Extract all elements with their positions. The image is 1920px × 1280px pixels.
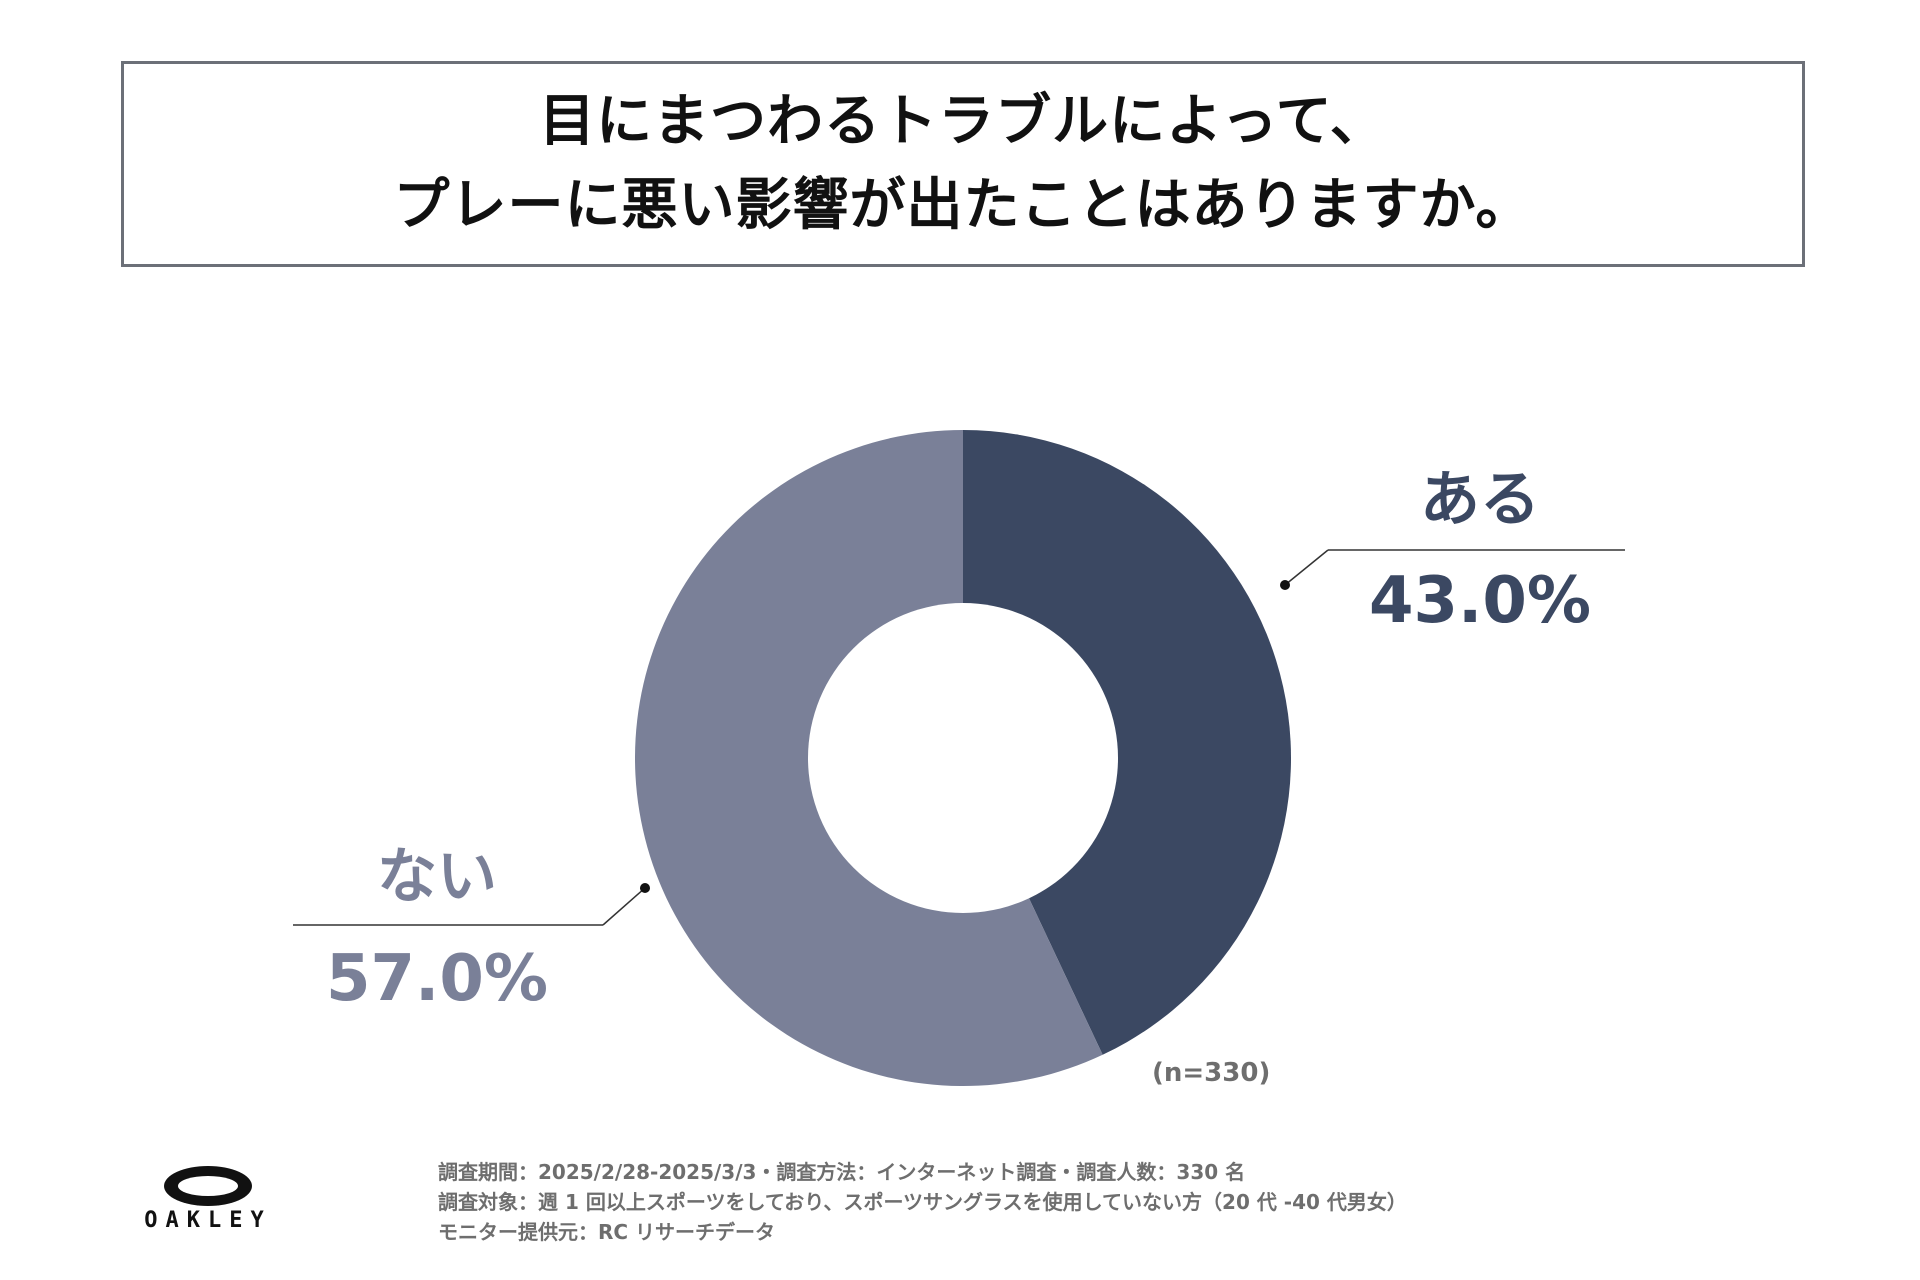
leader-aru-dot [1280,580,1290,590]
slice-aru [963,430,1291,1055]
label-aru: ある [1420,465,1540,535]
title-box: 目にまつわるトラブルによって、 プレーに悪い影響が出たことはありますか。 [121,61,1805,267]
oakley-logo: OAKLEY [118,1164,298,1234]
logo-text: OAKLEY [144,1208,272,1233]
label-nai: ない [377,842,497,912]
leader-nai-dot [640,883,650,893]
title-line-1: 目にまつわるトラブルによって、 [539,89,1387,154]
survey-footer: 調査期間：2025/2/28-2025/3/3・調査方法：インターネット調査・調… [438,1157,1407,1247]
donut-hole [808,603,1118,913]
leader-aru-diagonal [1284,549,1329,586]
footer-line-1: 調査期間：2025/2/28-2025/3/3・調査方法：インターネット調査・調… [438,1160,1246,1184]
value-label-nai: 57.0% [326,942,548,1016]
oakley-ellipse-icon [164,1166,252,1206]
footer-line-2: 調査対象：週 1 回以上スポーツをしており、スポーツサングラスを使用していない方… [438,1190,1407,1214]
title-line-2: プレーに悪い影響が出たことはありますか。 [393,173,1533,238]
sample-size-note: (n=330) [1152,1058,1271,1088]
footer-line-3: モニター提供元：RC リサーチデータ [438,1220,776,1244]
value-label-aru: 43.0% [1369,564,1591,638]
leader-nai-diagonal [602,887,646,926]
